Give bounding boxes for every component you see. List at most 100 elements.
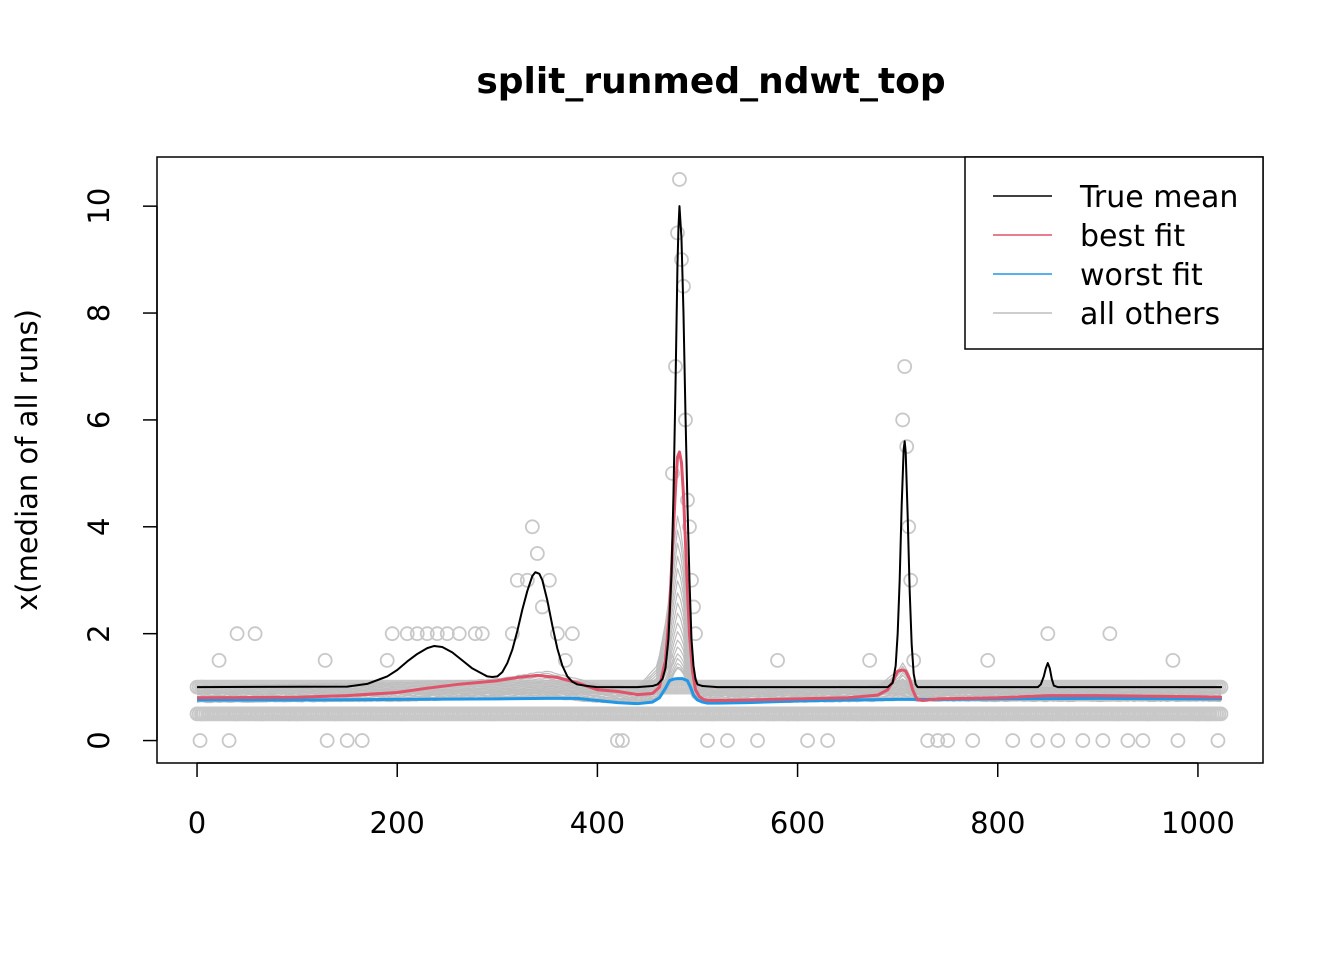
data-point [765, 706, 780, 722]
data-point [700, 733, 715, 748]
data-point [1005, 733, 1021, 748]
series-line-all-others [197, 515, 1222, 689]
data-point [192, 733, 208, 748]
data-point [211, 653, 227, 668]
legend-label: worst fit [1080, 258, 1203, 293]
data-point [1140, 706, 1156, 722]
data-point [665, 465, 680, 481]
data-point [247, 626, 263, 642]
data-point [1075, 733, 1091, 748]
data-point [579, 706, 595, 722]
data-point [439, 626, 455, 642]
x-tick-label: 400 [570, 806, 625, 840]
data-point [610, 733, 625, 748]
series-line-all-others [196, 568, 1222, 694]
data-point [254, 706, 270, 722]
series-line-all-others [197, 580, 1222, 695]
data-point [897, 359, 913, 374]
data-point [1135, 733, 1151, 748]
x-tick-label: 200 [370, 806, 425, 840]
legend-box [964, 156, 1264, 350]
x-tick-label: 1000 [1161, 806, 1235, 840]
data-point [760, 706, 775, 722]
data-point [995, 706, 1011, 722]
series-lines [196, 205, 1222, 706]
data-point [985, 706, 1001, 722]
data-point [1120, 733, 1136, 748]
legend-label: True mean [1079, 180, 1238, 215]
data-point [194, 706, 210, 722]
data-point [327, 706, 343, 722]
data-point [451, 626, 467, 642]
data-point [467, 626, 483, 642]
data-point [650, 706, 665, 722]
data-point [1045, 706, 1061, 722]
data-point [569, 706, 585, 722]
x-tick-label: 800 [970, 806, 1025, 840]
data-point [524, 519, 540, 535]
x-axis: 0 200 400 600 800 1000 [188, 762, 1235, 840]
y-tick-label: 0 [82, 731, 116, 749]
data-point [399, 626, 415, 642]
data-point [930, 733, 946, 748]
data-point [903, 572, 919, 588]
data-point [379, 653, 395, 668]
series-line-true-mean [197, 205, 1222, 689]
data-point [339, 733, 355, 748]
data-point [1015, 706, 1031, 722]
data-point [790, 706, 805, 722]
y-tick-label: 8 [82, 304, 116, 322]
data-point [1170, 733, 1186, 748]
data-point [865, 706, 881, 722]
data-point [1165, 653, 1181, 668]
data-point [529, 546, 545, 561]
x-tick-label: 0 [188, 806, 206, 840]
series-line-all-others [197, 542, 1222, 691]
y-tick-label: 4 [82, 518, 116, 536]
data-point [820, 733, 836, 748]
data-point [281, 706, 297, 722]
chart-title: split_runmed_ndwt_top [476, 61, 945, 102]
data-point [1102, 626, 1118, 642]
data-point [541, 572, 557, 588]
data-point [509, 572, 525, 588]
series-line-all-others [197, 529, 1221, 690]
data-point [557, 653, 573, 668]
data-point [920, 733, 936, 748]
data-point [317, 653, 333, 668]
data-point [705, 706, 720, 722]
data-point [672, 172, 687, 187]
data-point [384, 626, 400, 642]
data-point [564, 626, 580, 642]
data-point [630, 706, 645, 722]
data-point [682, 519, 697, 535]
data-point [615, 733, 630, 748]
data-point [1210, 733, 1226, 748]
series-line-worst-fit [197, 677, 1222, 706]
data-point [429, 626, 445, 642]
legend-label: best fit [1080, 219, 1185, 254]
data-point [229, 626, 245, 642]
legend-label: all others [1080, 297, 1220, 332]
data-point [419, 626, 435, 642]
legend: True mean best fit worst fit all others [964, 156, 1264, 350]
data-point [1055, 706, 1071, 722]
series-line-all-others [197, 555, 1222, 693]
data-point [960, 706, 976, 722]
data-point [940, 733, 956, 748]
data-point [980, 653, 996, 668]
data-point [221, 733, 237, 748]
x-tick-label: 600 [770, 806, 825, 840]
y-tick-label: 10 [82, 188, 116, 225]
data-point [780, 706, 795, 722]
data-point [519, 572, 535, 588]
data-point [1030, 733, 1046, 748]
data-point [409, 626, 425, 642]
data-point [319, 733, 335, 748]
y-axis: 0 2 4 6 8 10 [82, 188, 158, 750]
data-point [965, 733, 981, 748]
data-point [1190, 706, 1206, 722]
y-tick-label: 6 [82, 411, 116, 429]
y-tick-label: 2 [82, 624, 116, 642]
